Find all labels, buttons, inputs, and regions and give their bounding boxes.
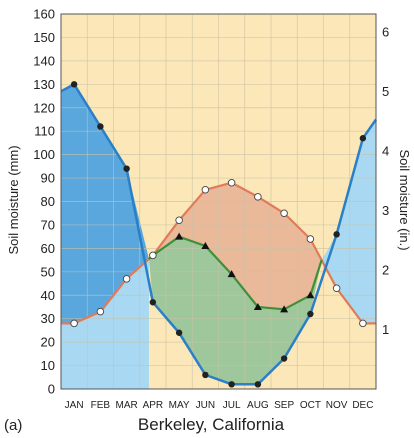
point-dot (280, 355, 288, 362)
x-tick-label: JUN (196, 400, 215, 411)
chart-title: Berkeley, California (138, 415, 285, 434)
point-dot (70, 81, 78, 88)
recharge-area-late (321, 119, 376, 324)
y-tick-label-right: 2 (382, 262, 389, 277)
y-tick-label: 40 (41, 288, 55, 303)
point-open-circle (122, 275, 131, 283)
point-dot (202, 371, 209, 379)
point-dot (149, 299, 157, 306)
y-tick-label: 50 (41, 264, 55, 279)
x-tick-label: DEC (352, 400, 373, 411)
y-tick-label: 120 (33, 100, 55, 115)
y-tick-label: 60 (41, 241, 55, 256)
y-ticks-left: 0 10 20 30 40 50 60 70 80 90 100 110 120 130 140 150 160 (33, 7, 55, 397)
point-open-circle (70, 319, 78, 328)
y-tick-label: 130 (33, 77, 55, 92)
point-open-circle (96, 307, 105, 316)
point-triangle (280, 305, 289, 313)
y-tick-label: 90 (41, 171, 55, 186)
point-dot (359, 135, 367, 142)
point-open-circle (227, 178, 236, 187)
y-tick-label-right: 6 (382, 24, 389, 39)
x-tick-label: SEP (274, 400, 294, 411)
y-tick-label-right: 3 (382, 203, 389, 218)
y-ticks-right: 1 2 3 4 5 6 (382, 24, 389, 337)
y-tick-label: 160 (33, 7, 55, 22)
y-tick-label: 10 (41, 358, 55, 373)
x-tick-label: MAR (116, 400, 138, 411)
recharge-area-base (61, 259, 149, 389)
y-tick-label-right: 1 (382, 322, 389, 337)
y-tick-label: 80 (41, 194, 55, 209)
x-tick-label: APR (143, 400, 164, 411)
surplus-area-top (61, 84, 149, 324)
point-dot (307, 310, 314, 318)
x-ticks: JAN FEB MAR APR MAY JUN JUL AUG SEP OCT NOV DEC (65, 400, 374, 411)
point-open-circle (359, 319, 367, 328)
y-tick-label: 150 (33, 30, 55, 45)
point-dot (228, 381, 235, 388)
point-open-circle (254, 193, 262, 201)
y-tick-label: 140 (33, 53, 55, 68)
point-triangle (253, 302, 262, 310)
point-open-circle (175, 216, 183, 224)
y-axis-label-left: Soil moisture (mm) (6, 145, 21, 254)
point-dot (123, 165, 130, 172)
y-tick-label: 70 (41, 217, 55, 232)
y-axis-label-right: Soil moisture (in.) (397, 149, 412, 250)
point-open-circle (280, 209, 288, 217)
y-tick-label: 100 (33, 147, 55, 162)
y-tick-label: 0 (48, 382, 55, 397)
y-tick-label-right: 4 (382, 143, 389, 158)
point-open-circle (306, 235, 315, 243)
grid (61, 14, 376, 389)
point-triangle (227, 270, 236, 278)
x-tick-label: NOV (326, 400, 348, 411)
x-tick-label: AUG (247, 400, 269, 411)
y-tick-label: 110 (34, 124, 55, 139)
x-tick-label: JAN (65, 400, 84, 411)
y-tick-label-right: 5 (382, 84, 389, 99)
x-tick-label: OCT (300, 400, 321, 411)
point-triangle (306, 291, 315, 299)
x-tick-label: MAY (169, 400, 190, 411)
point-triangle (175, 232, 184, 240)
point-open-circle (332, 284, 341, 292)
x-tick-label: JUL (223, 400, 241, 411)
point-dot (175, 329, 183, 336)
series-line-precipitation (60, 82, 378, 386)
y-tick-label: 20 (41, 335, 55, 350)
markers (70, 81, 367, 388)
point-triangle (201, 242, 210, 250)
point-dot (333, 231, 340, 238)
x-tick-label: FEB (91, 400, 111, 411)
point-dot (97, 123, 104, 130)
panel-label: (a) (4, 417, 22, 434)
point-open-circle (149, 251, 157, 260)
point-dot (254, 381, 262, 388)
series-line-potential-et (61, 181, 376, 325)
y-tick-label: 30 (41, 311, 55, 326)
plot-frame (60, 13, 377, 390)
point-open-circle (201, 186, 210, 194)
